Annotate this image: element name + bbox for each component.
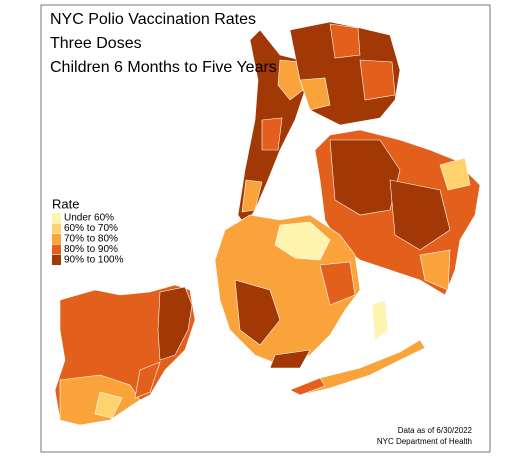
district <box>274 221 331 261</box>
legend-label: Under 60% <box>64 213 114 224</box>
district <box>234 279 281 346</box>
district <box>319 261 356 306</box>
title-line: Three Doses <box>50 35 142 52</box>
legend-label: 60% to 70% <box>64 223 118 234</box>
title-line: NYC Polio Vaccination Rates <box>50 11 256 28</box>
district <box>241 179 263 213</box>
note: Data as of 6/30/2022 <box>398 426 473 435</box>
legend-swatch <box>52 213 61 223</box>
district <box>157 286 193 361</box>
legend-title: Rate <box>52 196 79 211</box>
legend-label: 70% to 80% <box>64 234 118 245</box>
legend-swatch <box>52 223 61 234</box>
map <box>54 21 481 426</box>
district <box>261 117 283 151</box>
district <box>329 139 401 216</box>
title: NYC Polio Vaccination Rates Three Doses … <box>50 11 277 76</box>
district <box>419 249 451 291</box>
title-line: Children 6 Months to Five Years <box>50 59 277 76</box>
district <box>371 299 389 341</box>
legend-swatch <box>52 234 61 244</box>
legend: Rate Under 60%60% to 70%70% to 80%80% to… <box>52 196 124 266</box>
district <box>289 377 326 396</box>
district <box>134 361 161 399</box>
district <box>94 391 123 419</box>
district <box>269 349 311 369</box>
district <box>329 23 361 59</box>
district <box>439 157 471 191</box>
legend-swatch <box>52 255 61 265</box>
legend-label: 80% to 90% <box>64 244 118 255</box>
district <box>359 59 396 101</box>
district <box>289 339 426 396</box>
note: NYC Department of Health <box>377 437 472 446</box>
district <box>389 179 451 251</box>
legend-label: 90% to 100% <box>64 255 124 266</box>
district <box>299 77 331 111</box>
legend-swatch <box>52 244 61 255</box>
